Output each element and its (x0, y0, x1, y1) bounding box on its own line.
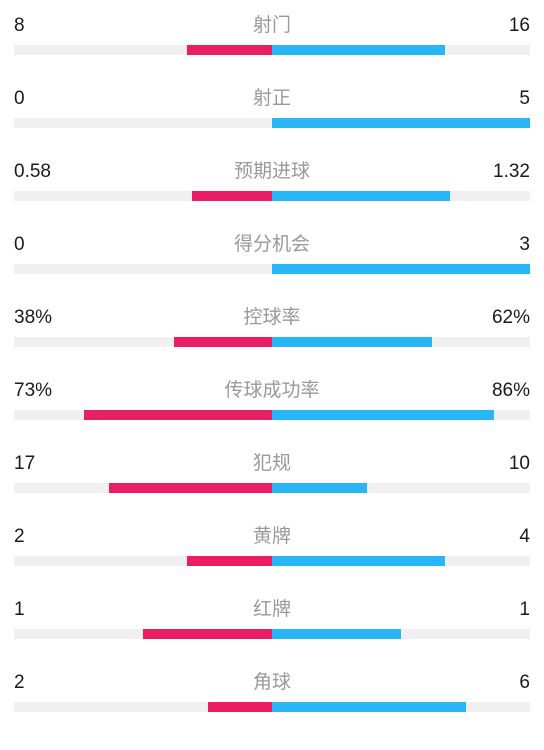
stat-labels: 0 射正 5 (14, 83, 530, 110)
stat-left-value: 2 (14, 526, 74, 548)
stat-right-value: 86% (470, 380, 530, 402)
stat-row: 1 红牌 1 (14, 594, 530, 639)
stat-bar-right-track (272, 337, 530, 347)
stat-right-value: 5 (470, 88, 530, 110)
stat-bar-right-track (272, 264, 530, 274)
stat-bar-left-track (14, 45, 272, 55)
stat-bar (14, 556, 530, 566)
stat-right-value: 3 (470, 234, 530, 256)
stat-bar-left-track (14, 264, 272, 274)
stat-bar-left-track (14, 629, 272, 639)
stat-bar-left-fill (187, 556, 272, 566)
stat-left-value: 1 (14, 599, 74, 621)
stat-bar-right-track (272, 556, 530, 566)
stat-left-value: 8 (14, 15, 74, 37)
stat-bar (14, 191, 530, 201)
stat-label: 黄牌 (253, 521, 291, 548)
stat-bar-right-fill (272, 556, 445, 566)
stat-bar-right-fill (272, 702, 466, 712)
stat-labels: 73% 传球成功率 86% (14, 375, 530, 402)
stat-bar (14, 118, 530, 128)
stat-left-value: 2 (14, 672, 74, 694)
stat-bar-right-track (272, 702, 530, 712)
stat-right-value: 10 (470, 453, 530, 475)
stat-bar-left-track (14, 556, 272, 566)
stat-right-value: 16 (470, 15, 530, 37)
stat-bar-right-fill (272, 45, 445, 55)
stat-bar-right-track (272, 191, 530, 201)
stat-label: 犯规 (253, 448, 291, 475)
stat-label: 红牌 (253, 594, 291, 621)
stat-bar-right-fill (272, 483, 367, 493)
stat-label: 射门 (253, 10, 291, 37)
stat-bar-left-fill (174, 337, 272, 347)
stat-bar (14, 702, 530, 712)
stat-bar-right-fill (272, 410, 494, 420)
match-stats-list: 8射门160射正50.58预期进球1.320得分机会338%控球率62%73%传… (14, 10, 530, 712)
stat-row: 38% 控球率 62% (14, 302, 530, 347)
stat-row: 0 射正 5 (14, 83, 530, 128)
stat-bar-left-track (14, 118, 272, 128)
stat-row: 0.58 预期进球 1.32 (14, 156, 530, 201)
stat-labels: 8 射门 16 (14, 10, 530, 37)
stat-labels: 0.58 预期进球 1.32 (14, 156, 530, 183)
stat-row: 17 犯规 10 (14, 448, 530, 493)
stat-labels: 38% 控球率 62% (14, 302, 530, 329)
stat-bar-right-track (272, 483, 530, 493)
stat-bar-left-track (14, 191, 272, 201)
stat-bar-right-fill (272, 118, 530, 128)
stat-labels: 1 红牌 1 (14, 594, 530, 621)
stat-bar-right-track (272, 45, 530, 55)
stat-bar (14, 337, 530, 347)
stat-bar-left-fill (109, 483, 272, 493)
stat-row: 2 黄牌 4 (14, 521, 530, 566)
stat-left-value: 0 (14, 88, 74, 110)
stat-bar-left-track (14, 337, 272, 347)
stat-bar-right-track (272, 118, 530, 128)
stat-label: 预期进球 (234, 156, 310, 183)
stat-left-value: 38% (14, 307, 74, 329)
stat-bar-left-track (14, 410, 272, 420)
stat-row: 2 角球 6 (14, 667, 530, 712)
stat-left-value: 0.58 (14, 161, 74, 183)
stat-right-value: 1.32 (470, 161, 530, 183)
stat-bar-left-track (14, 483, 272, 493)
stat-bar (14, 629, 530, 639)
stat-bar-left-fill (187, 45, 272, 55)
stat-bar (14, 410, 530, 420)
stat-bar-left-fill (143, 629, 272, 639)
stat-labels: 17 犯规 10 (14, 448, 530, 475)
stat-bar-right-track (272, 410, 530, 420)
stat-labels: 2 角球 6 (14, 667, 530, 694)
stat-bar (14, 264, 530, 274)
stat-labels: 0 得分机会 3 (14, 229, 530, 256)
stat-label: 射正 (253, 83, 291, 110)
stat-bar-right-fill (272, 629, 401, 639)
stat-left-value: 17 (14, 453, 74, 475)
stat-label: 角球 (253, 667, 291, 694)
stat-bar-left-fill (192, 191, 272, 201)
stat-bar-left-fill (208, 702, 273, 712)
stat-bar-right-fill (272, 264, 530, 274)
stat-label: 控球率 (243, 302, 300, 329)
stat-right-value: 4 (470, 526, 530, 548)
stat-left-value: 0 (14, 234, 74, 256)
stat-row: 0 得分机会 3 (14, 229, 530, 274)
stat-bar (14, 45, 530, 55)
stat-row: 73% 传球成功率 86% (14, 375, 530, 420)
stat-bar-left-fill (84, 410, 272, 420)
stat-label: 得分机会 (234, 229, 310, 256)
stat-bar (14, 483, 530, 493)
stat-right-value: 6 (470, 672, 530, 694)
stat-labels: 2 黄牌 4 (14, 521, 530, 548)
stat-right-value: 62% (470, 307, 530, 329)
stat-bar-right-fill (272, 337, 432, 347)
stat-label: 传球成功率 (224, 375, 319, 402)
stat-left-value: 73% (14, 380, 74, 402)
stat-bar-right-track (272, 629, 530, 639)
stat-right-value: 1 (470, 599, 530, 621)
stat-bar-left-track (14, 702, 272, 712)
stat-bar-right-fill (272, 191, 450, 201)
stat-row: 8 射门 16 (14, 10, 530, 55)
